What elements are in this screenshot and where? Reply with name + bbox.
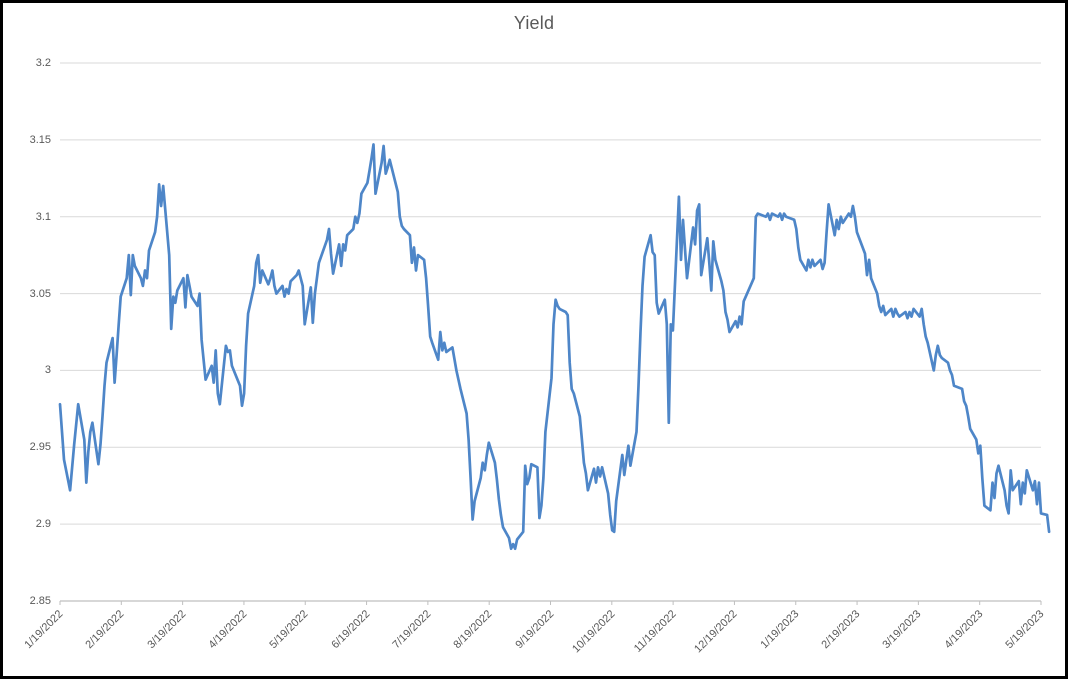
y-axis-label: 3 (44, 364, 51, 377)
y-axis-label: 3.2 (35, 57, 51, 69)
y-axis-label: 2.85 (29, 595, 51, 607)
y-axis-label: 3.05 (29, 287, 51, 300)
y-axis-label: 3.15 (29, 133, 51, 146)
chart-canvas[interactable] (3, 3, 1065, 676)
y-axis-label: 2.95 (29, 441, 51, 454)
yield-series-line[interactable] (58, 143, 1051, 551)
chart-title: Yield (513, 13, 555, 33)
y-axis-label: 3.1 (35, 210, 51, 223)
y-axis-label: 2.9 (35, 518, 51, 531)
